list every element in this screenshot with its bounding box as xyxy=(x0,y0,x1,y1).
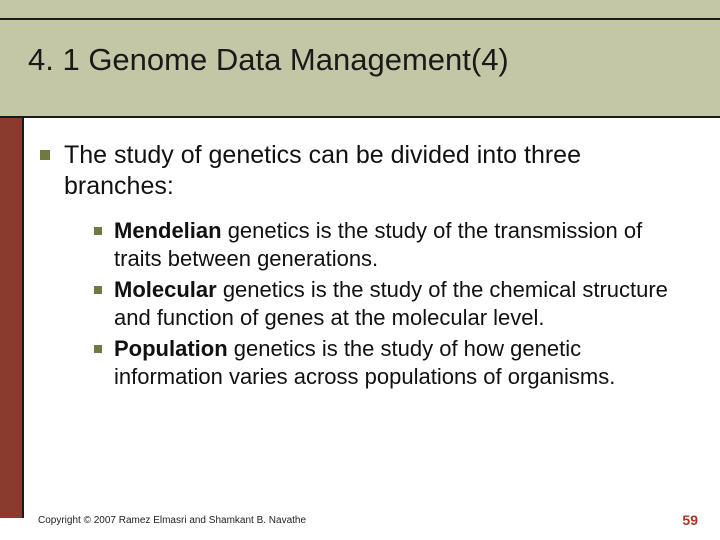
bullet-level2: Molecular genetics is the study of the c… xyxy=(94,276,690,333)
term-bold: Population xyxy=(114,336,228,361)
level2-text: Mendelian genetics is the study of the t… xyxy=(114,217,690,274)
level2-text: Molecular genetics is the study of the c… xyxy=(114,276,690,333)
sublist: Mendelian genetics is the study of the t… xyxy=(94,217,690,393)
level2-text: Population genetics is the study of how … xyxy=(114,335,690,392)
square-bullet-icon xyxy=(94,227,102,235)
accent-bar xyxy=(0,118,22,518)
bullet-level2: Population genetics is the study of how … xyxy=(94,335,690,392)
bullet-level2: Mendelian genetics is the study of the t… xyxy=(94,217,690,274)
page-number: 59 xyxy=(682,512,698,528)
square-bullet-icon xyxy=(94,345,102,353)
footer-copyright: Copyright © 2007 Ramez Elmasri and Shamk… xyxy=(38,515,306,526)
square-bullet-icon xyxy=(40,150,50,160)
term-bold: Molecular xyxy=(114,277,217,302)
bullet-level1: The study of genetics can be divided int… xyxy=(40,140,690,203)
term-bold: Mendelian xyxy=(114,218,222,243)
content-area: The study of genetics can be divided int… xyxy=(40,140,690,394)
level1-text: The study of genetics can be divided int… xyxy=(64,140,690,203)
square-bullet-icon xyxy=(94,286,102,294)
slide-title: 4. 1 Genome Data Management(4) xyxy=(28,42,509,78)
